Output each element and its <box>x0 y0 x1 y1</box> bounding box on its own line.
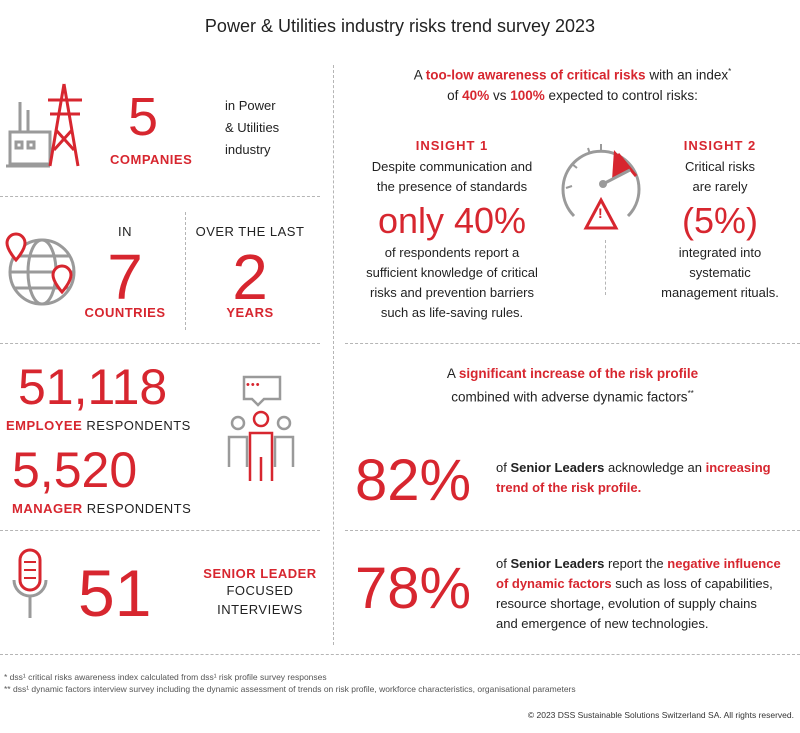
people-group-icon <box>226 375 296 485</box>
countries-prefix: IN <box>118 224 132 239</box>
stat82-text: of Senior Leaders acknowledge an increas… <box>496 460 771 495</box>
divider <box>185 212 186 330</box>
divider <box>605 240 606 295</box>
companies-value: 5 <box>128 87 159 147</box>
footnote-1: * dss¹ critical risks awareness index ca… <box>4 672 327 682</box>
companies-label: COMPANIES <box>110 152 193 167</box>
divider <box>345 343 800 344</box>
divider <box>0 343 320 344</box>
leaders-label: SENIOR LEADER FOCUSED INTERVIEWS <box>203 566 317 617</box>
employees-value: 51,118 <box>18 359 168 415</box>
page-title: Power & Utilities industry risks trend s… <box>204 16 596 36</box>
stat78-text: of Senior Leaders report the negative in… <box>496 556 781 631</box>
leaders-value: 51 <box>78 556 152 630</box>
years-value: 2 <box>232 241 268 313</box>
stat78-value: 78% <box>355 556 472 621</box>
insight1: INSIGHT 1 Despite communication and the … <box>366 138 538 320</box>
gauge-warning-icon <box>556 128 646 238</box>
awareness-heading: A too-low awareness of critical risks wi… <box>413 67 732 103</box>
divider <box>0 196 320 197</box>
employees-label: EMPLOYEE RESPONDENTS <box>6 418 191 433</box>
years-label: YEARS <box>226 305 274 320</box>
footnote-2: ** dss¹ dynamic factors interview survey… <box>4 684 576 694</box>
years-prefix: OVER THE LAST <box>195 224 305 239</box>
countries-value: 7 <box>107 241 143 313</box>
divider <box>0 654 800 655</box>
companies-desc: in Power & Utilities industry <box>225 98 280 157</box>
gauge-exclamation: ! <box>598 205 603 221</box>
managers-label: MANAGER RESPONDENTS <box>12 501 192 516</box>
divider <box>345 530 800 531</box>
insight2: INSIGHT 2 Critical risks are rarely (5%)… <box>661 138 779 300</box>
speech-dots: ••• <box>246 379 261 391</box>
managers-value: 5,520 <box>12 442 138 498</box>
copyright: © 2023 DSS Sustainable Solutions Switzer… <box>527 710 794 720</box>
globe-pin-icon <box>2 230 82 310</box>
power-plant-icon <box>6 80 88 170</box>
increase-heading: A significant increase of the risk profi… <box>446 366 699 405</box>
divider <box>333 65 334 645</box>
countries-label: COUNTRIES <box>84 305 166 320</box>
microphone-icon <box>10 548 50 622</box>
divider <box>0 530 320 531</box>
stat82-value: 82% <box>355 448 472 513</box>
